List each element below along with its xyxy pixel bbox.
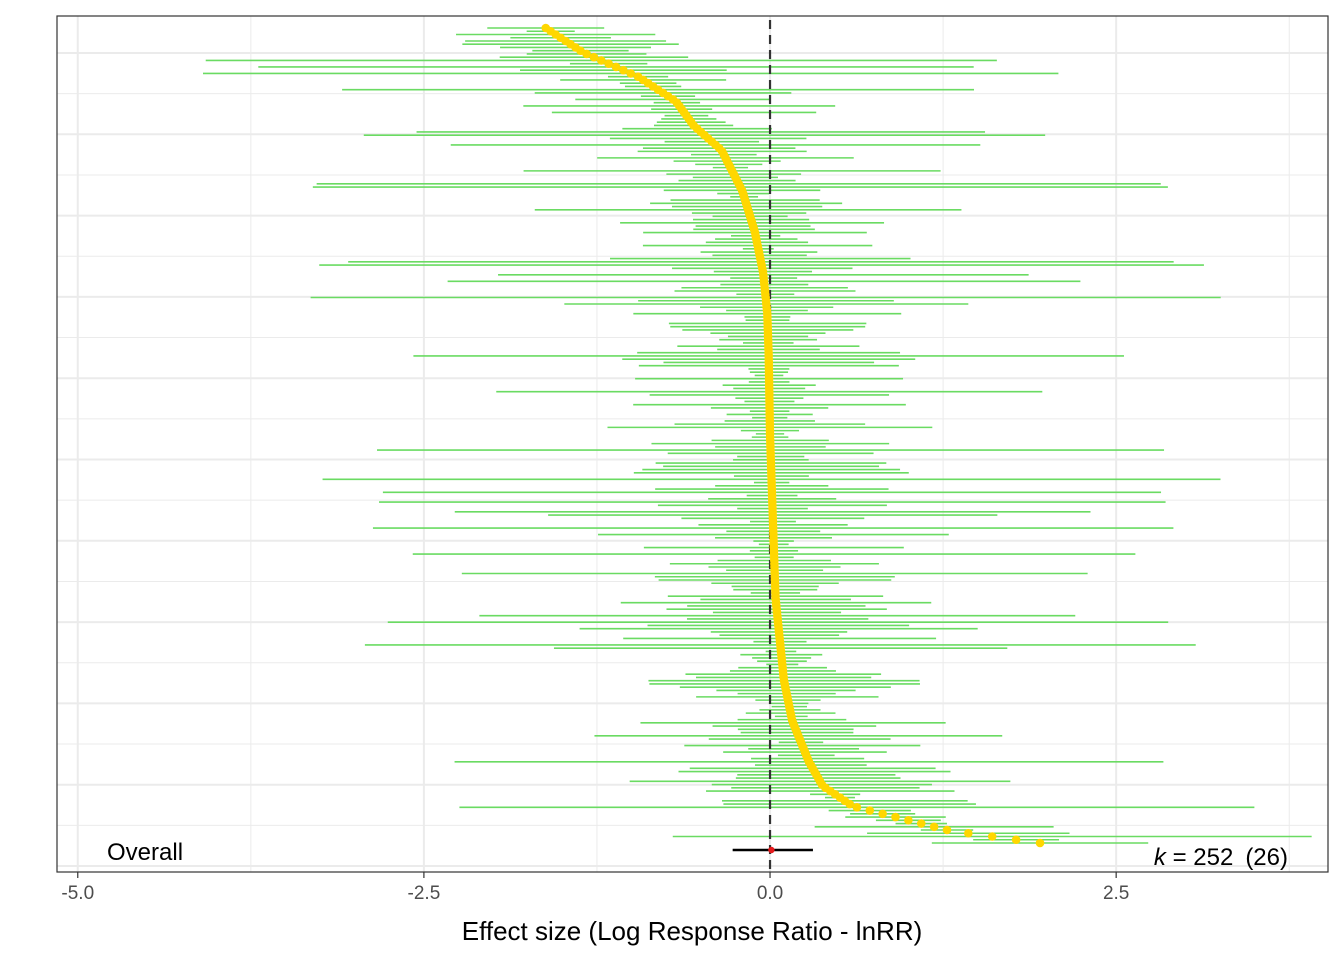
effect-point — [1035, 838, 1045, 848]
k-clusters: (26) — [1245, 844, 1288, 871]
overall-estimate — [732, 846, 813, 854]
k-annotation: k = 252 (26) — [1154, 844, 1288, 871]
effect-point — [865, 806, 875, 815]
effect-point — [987, 832, 997, 841]
effect-point — [626, 69, 636, 78]
effect-point — [929, 822, 939, 832]
x-axis-title: Effect size (Log Response Ratio - lnRR) — [462, 916, 923, 946]
panel-border — [56, 15, 1329, 873]
ci-lines — [203, 27, 1312, 844]
effect-point — [904, 815, 913, 825]
k-equals: = — [1166, 844, 1193, 871]
x-tick-label: -2.5 — [408, 883, 441, 904]
effect-point — [845, 799, 854, 809]
effect-point — [891, 812, 900, 822]
effect-point — [852, 802, 862, 812]
effect-point — [596, 56, 606, 65]
effect-point — [916, 819, 926, 828]
effect-point — [589, 52, 599, 62]
effect-point — [604, 59, 613, 69]
k-symbol: k — [1154, 844, 1168, 871]
overall-label: Overall — [107, 839, 183, 866]
k-value: 252 — [1193, 844, 1233, 871]
effect-point — [611, 62, 621, 72]
x-axis-ticks: -5.0 -2.5 0.0 2.5 — [61, 872, 1129, 904]
effect-point — [582, 49, 591, 59]
effect-point — [1011, 835, 1021, 845]
x-tick-label: 2.5 — [1103, 883, 1129, 904]
x-tick-label: -5.0 — [61, 883, 94, 904]
overall-point — [768, 846, 775, 854]
effect-point — [878, 809, 887, 819]
effect-point — [964, 828, 973, 838]
effect-points — [541, 23, 1045, 848]
effect-point — [619, 65, 628, 75]
x-tick-label: 0.0 — [757, 883, 783, 904]
effect-point — [942, 825, 952, 835]
